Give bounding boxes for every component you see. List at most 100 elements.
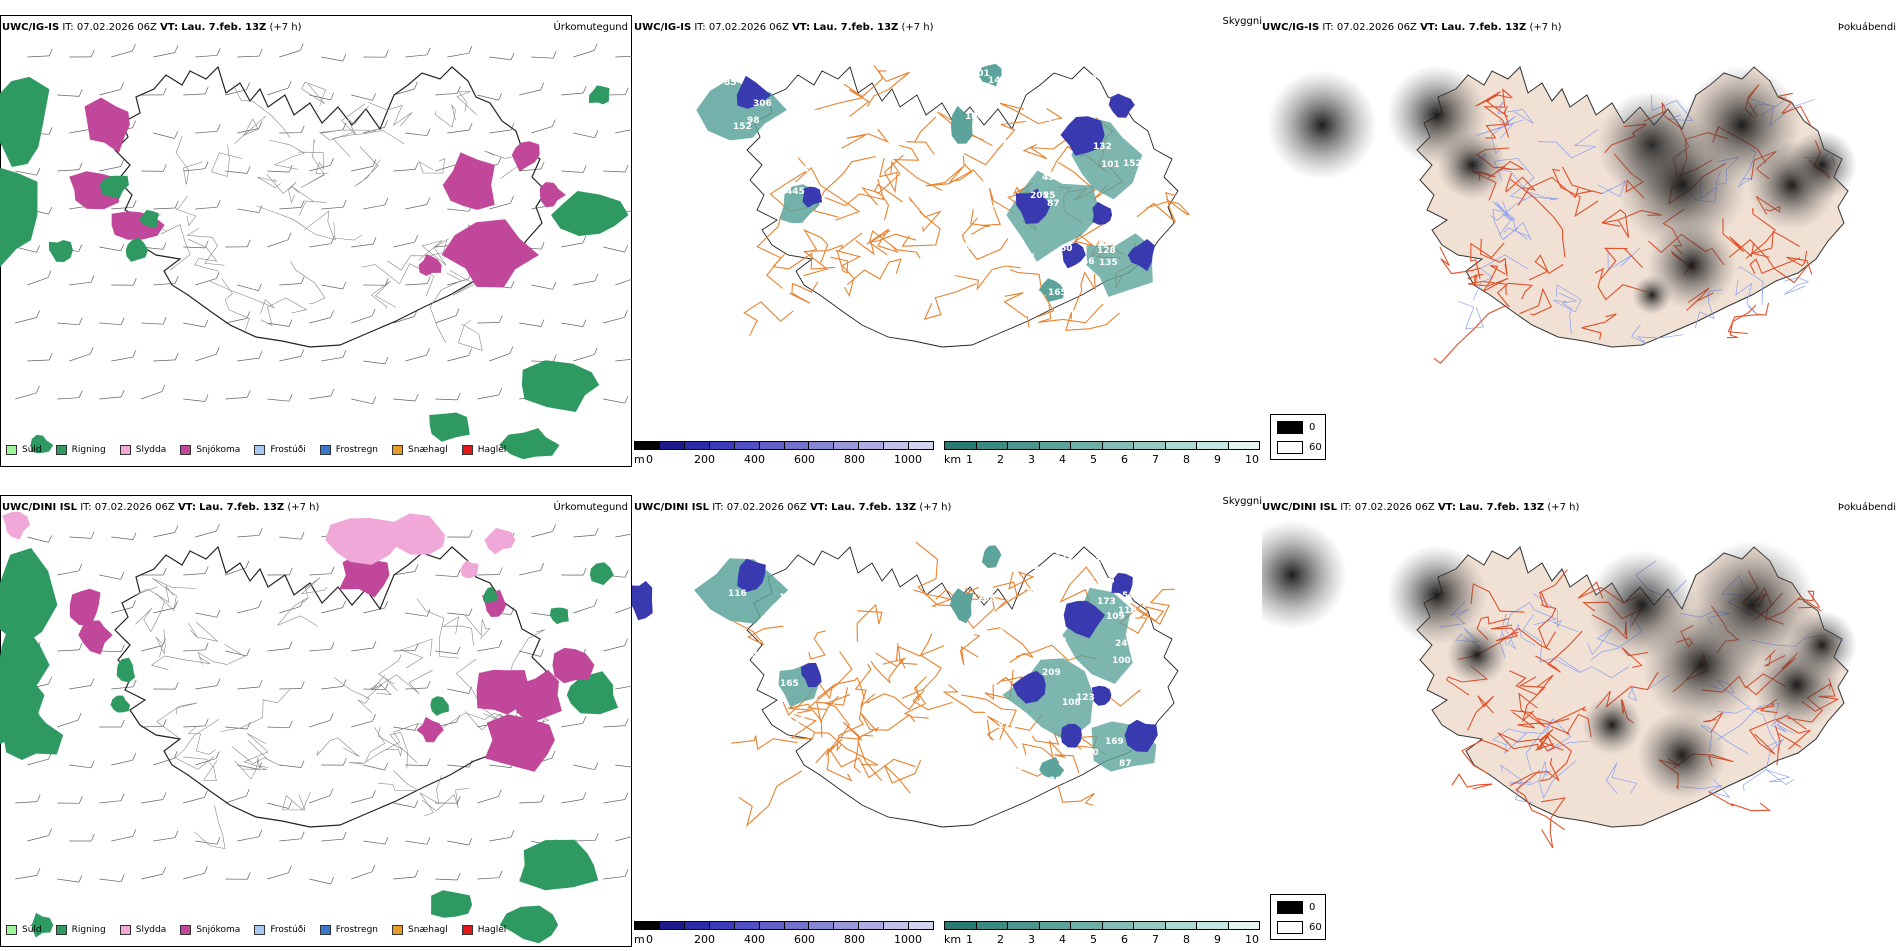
legend-label: Frostúði xyxy=(270,445,305,455)
visibility-value: 143 xyxy=(1020,562,1039,572)
colorbar-tick: 0 xyxy=(646,933,653,946)
colorbar-box xyxy=(1197,442,1229,449)
visibility-value: 209 xyxy=(1042,668,1061,678)
it-label: IT: xyxy=(80,502,91,513)
colorbar-box xyxy=(945,922,977,929)
visibility-map: 7998445702841528530633114611510410982242… xyxy=(632,15,1262,467)
legend-swatch xyxy=(320,925,331,935)
colorbar-box xyxy=(710,442,735,449)
model-name: UWC/IG-IS xyxy=(2,22,59,33)
visibility-value: 76 xyxy=(754,680,767,690)
colorbar-tick: 200 xyxy=(694,933,715,946)
colorbar-box xyxy=(1071,922,1103,929)
legend-swatch xyxy=(6,925,17,935)
visibility-value: 165 xyxy=(1048,288,1067,298)
fog-legend-label: 60 xyxy=(1309,922,1322,933)
panel-header: UWC/IG-IS IT: 07.02.2026 06Z VT: Lau. 7.… xyxy=(634,22,934,34)
visibility-value: 167 xyxy=(1092,74,1111,84)
legend-label: Snjókoma xyxy=(196,925,240,935)
visibility-value: 291 xyxy=(1019,608,1038,618)
colorbar-tick: 4 xyxy=(1059,453,1066,466)
colorbar-box xyxy=(1008,442,1040,449)
visibility-map: 1501177811616586115762502382971691612201… xyxy=(632,495,1262,947)
model-name: UWC/DINI ISL xyxy=(634,502,709,513)
legend-label: Slydda xyxy=(136,925,166,935)
colorbar-box xyxy=(1103,922,1135,929)
visibility-value: 185 xyxy=(1096,576,1115,586)
colorbar-tick: 0 xyxy=(646,453,653,466)
visibility-value: 89 xyxy=(1123,213,1136,223)
colorbar-box xyxy=(710,922,735,929)
colorbar-box xyxy=(1008,922,1040,929)
visibility-value: 100 xyxy=(1112,656,1131,666)
legend-swatch xyxy=(254,925,265,935)
colorbar-unit: m xyxy=(634,453,645,466)
visibility-value: 306 xyxy=(753,99,772,109)
visibility-value: 109 xyxy=(978,571,997,581)
visibility-value: 63 xyxy=(1082,576,1095,586)
legend-item: Súld xyxy=(6,925,42,935)
visibility-value: 152 xyxy=(1123,159,1142,169)
colorbar-tick: 3 xyxy=(1028,933,1035,946)
wind-barbs xyxy=(15,44,632,404)
visibility-value: 94 xyxy=(1002,646,1015,656)
visibility-labels: 7998445702841528530633114611510410982242… xyxy=(721,69,1142,298)
legend-swatch xyxy=(462,925,473,935)
colorbar-box xyxy=(884,922,909,929)
colorbar-tick: 8 xyxy=(1183,933,1190,946)
visibility-value: 138 xyxy=(1005,763,1024,773)
it-label: IT: xyxy=(1340,502,1351,513)
fog-legend-label: 0 xyxy=(1309,422,1315,433)
colorbar-tick: 1000 xyxy=(894,453,922,466)
valid-time: Lau. 7.feb. 13Z xyxy=(1441,22,1526,33)
colorbar-tick: 200 xyxy=(694,453,715,466)
lead-time: (+7 h) xyxy=(901,22,933,33)
colorbar-box xyxy=(1166,442,1198,449)
visibility-value: 117 xyxy=(714,658,733,668)
visibility-value: 124 xyxy=(1002,616,1021,626)
visibility-value: 155 xyxy=(988,136,1007,146)
colorbar-box xyxy=(809,442,834,449)
colorbar-box xyxy=(1229,442,1260,449)
legend-label: Súld xyxy=(22,445,42,455)
legend-label: Súld xyxy=(22,925,42,935)
panel-title-skyggni: Skyggni xyxy=(1222,16,1262,27)
roads xyxy=(130,82,523,350)
colorbar-box xyxy=(685,922,710,929)
legend-item: Frostregn xyxy=(320,445,378,455)
fog-map xyxy=(1262,495,1900,947)
visibility-value: 240 xyxy=(1115,639,1134,649)
legend-item: Haglél xyxy=(462,445,507,455)
legend-item: Frostúði xyxy=(254,445,305,455)
colorbar-boxes xyxy=(944,441,1260,450)
visibility-value: 54 xyxy=(1122,591,1135,601)
panel-header: UWC/DINI ISL IT: 07.02.2026 06Z VT: Lau.… xyxy=(1262,502,1579,514)
colorbar-box xyxy=(1040,442,1072,449)
colorbar-tick: 9 xyxy=(1214,933,1221,946)
colorbar-box xyxy=(1197,922,1229,929)
colorbar-box xyxy=(760,442,785,449)
panel-header: UWC/DINI ISL IT: 07.02.2026 06Z VT: Lau.… xyxy=(634,502,951,514)
visibility-value: 86 xyxy=(740,702,753,712)
colorbar-box xyxy=(809,922,834,929)
colorbar-box xyxy=(859,922,884,929)
colorbar-box xyxy=(1134,922,1166,929)
visibility-value: 111 xyxy=(983,205,1002,215)
visibility-value: 135 xyxy=(1099,258,1118,268)
colorbar-box xyxy=(1040,922,1072,929)
colorbar-tick: 6 xyxy=(1121,453,1128,466)
visibility-value: 116 xyxy=(728,589,747,599)
visibility-value: 123 xyxy=(963,184,982,194)
legend-label: Frostregn xyxy=(336,445,378,455)
colorbar-tick: 400 xyxy=(744,453,765,466)
legend-item: Súld xyxy=(6,445,42,455)
colorbar-box xyxy=(660,442,685,449)
panel-header: UWC/IG-IS IT: 07.02.2026 06Z VT: Lau. 7.… xyxy=(1262,22,1562,34)
legend-item: Rigning xyxy=(56,925,106,935)
